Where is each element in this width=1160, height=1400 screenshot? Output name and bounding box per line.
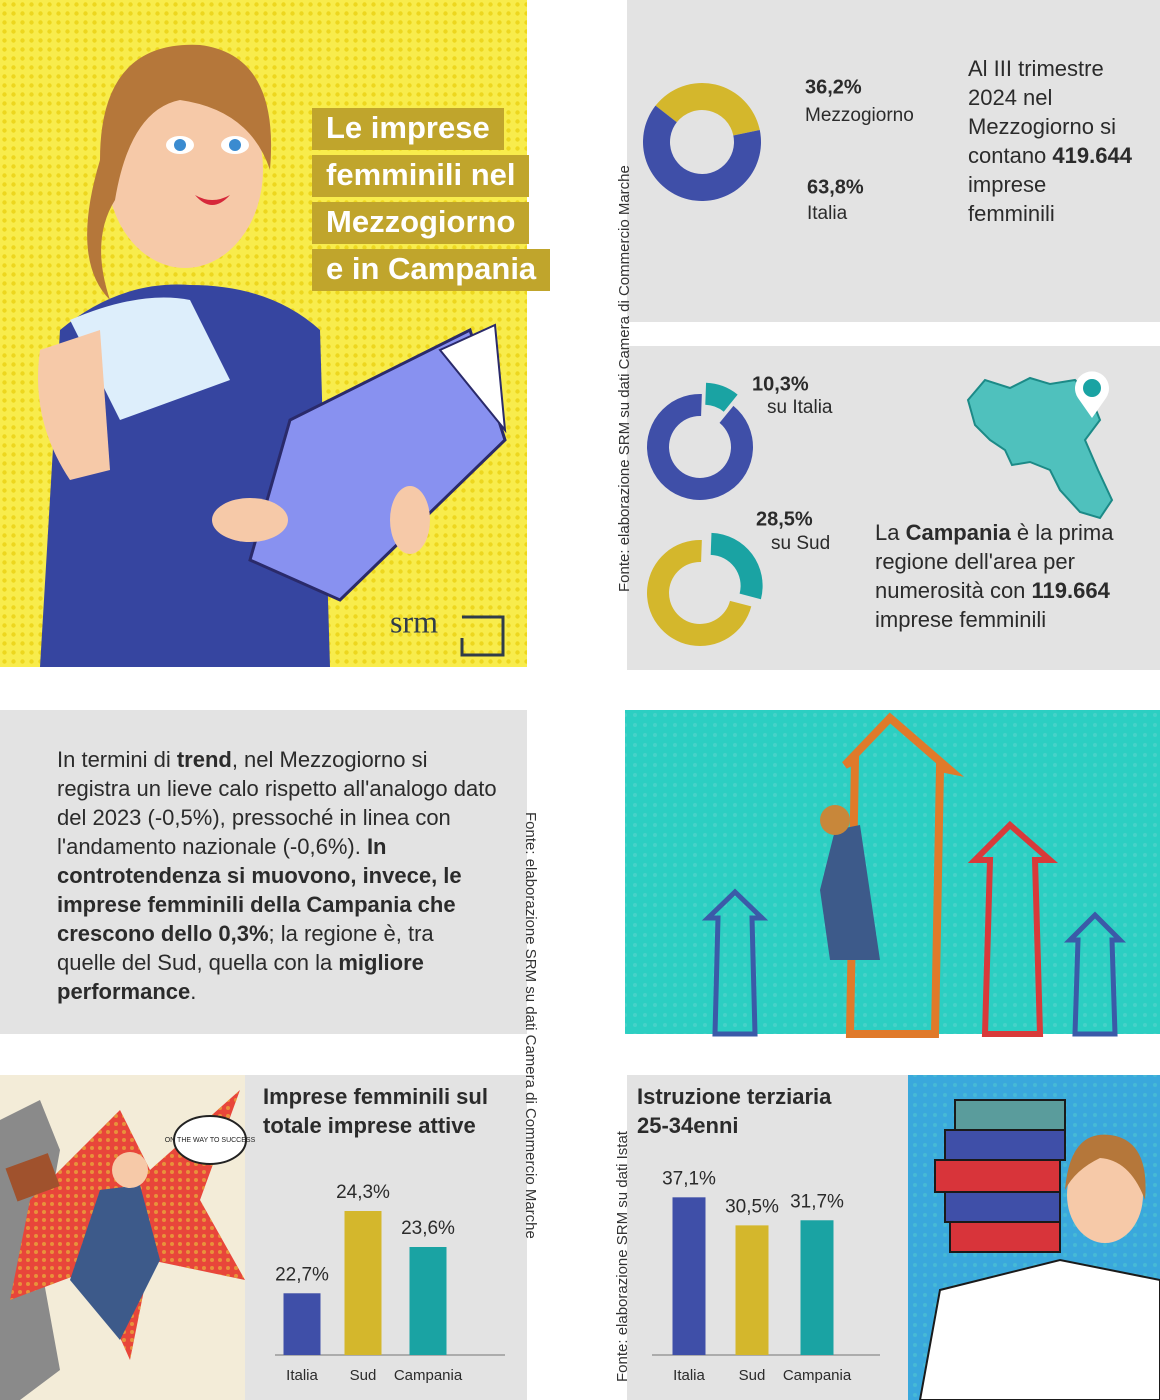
- ladder-illustration: [625, 710, 1160, 1038]
- trend-text: In termini di trend, nel Mezzogiorno si …: [57, 745, 497, 1006]
- text: è la prima regione dell'area per numeros…: [875, 520, 1114, 603]
- books-illustration: [908, 1075, 1160, 1400]
- hero-illustration: srm: [0, 0, 527, 667]
- speech-bubble: ON THE WAY TO SUCCESS: [165, 1137, 256, 1144]
- category-label: su Sud: [771, 533, 830, 554]
- bold-text: 119.664: [1031, 578, 1110, 603]
- logo: srm: [390, 603, 438, 639]
- bar: [283, 1293, 321, 1355]
- bold-text: 419.644: [1052, 143, 1132, 168]
- x-tick-label: Campania: [783, 1367, 852, 1384]
- bar: [672, 1197, 706, 1355]
- value-label: 10,3%: [752, 373, 809, 395]
- donut-slice: [705, 382, 738, 412]
- x-tick-label: Sud: [739, 1367, 766, 1384]
- text: , nel Mezzogiorno si registra un lieve c…: [57, 747, 497, 859]
- title-line: e in Campania: [312, 249, 551, 291]
- category-label: Mezzogiorno: [805, 105, 914, 126]
- bold-text: trend: [176, 747, 232, 772]
- source-note: Fonte: elaborazione SRM su dati Camera d…: [522, 812, 539, 1239]
- chart-title: Imprese femminili sul totale imprese att…: [263, 1084, 488, 1138]
- text: ; la regione è, tra quelle del Sud, quel…: [57, 921, 434, 975]
- text: imprese femminili: [875, 607, 1047, 632]
- campania-map: [966, 376, 1114, 520]
- value-label: 23,6%: [401, 1218, 455, 1239]
- x-tick-label: Italia: [286, 1367, 318, 1384]
- stat-text: Al III trimestre 2024 nel Mezzogiorno si…: [968, 54, 1133, 228]
- title-line: femminili nel: [312, 155, 530, 197]
- bold-text: Campania: [905, 520, 1011, 545]
- x-tick-label: Campania: [394, 1367, 463, 1384]
- bar: [344, 1211, 382, 1355]
- value-label: 30,5%: [725, 1196, 779, 1217]
- text: .: [190, 979, 197, 1004]
- x-tick-label: Sud: [350, 1367, 377, 1384]
- bar: [735, 1225, 769, 1355]
- bold-text: In controtendenza si muovono, invece, le…: [57, 834, 462, 946]
- value-label: 22,7%: [275, 1264, 329, 1285]
- stat-text: La Campania è la prima regione dell'area…: [875, 518, 1140, 634]
- bold-text: migliore performance: [57, 950, 424, 1004]
- text: La: [875, 520, 906, 545]
- title-line: Mezzogiorno: [312, 202, 530, 244]
- panel: [0, 710, 527, 1034]
- title-block: Le imprese femminili nel Mezzogiorno e in C…: [312, 108, 551, 296]
- value-label: 28,5%: [756, 508, 813, 530]
- donut-slice: [646, 394, 754, 500]
- map-pin: [1074, 371, 1109, 418]
- value-label: 24,3%: [336, 1182, 390, 1203]
- panel: [627, 0, 1160, 322]
- source-note: Fonte: elaborazione SRM su dati Camera d…: [616, 165, 633, 592]
- donut-slice: [647, 540, 752, 646]
- donut-slice: [655, 82, 760, 136]
- x-tick-label: Italia: [673, 1367, 705, 1384]
- value-label: 63,8%: [807, 176, 864, 198]
- value-label: 37,1%: [662, 1168, 716, 1189]
- text: Al III trimestre 2024 nel Mezzogiorno si…: [968, 56, 1116, 168]
- title-line: Le imprese: [312, 108, 504, 150]
- value-label: 36,2%: [805, 76, 862, 98]
- category-label: Italia: [807, 203, 848, 224]
- text: imprese femminili: [968, 172, 1055, 226]
- source-note: Fonte: elaborazione SRM su dati Istat: [614, 1130, 631, 1382]
- donut-slice: [710, 532, 763, 600]
- comic-illustration: ON THE WAY TO SUCCESS: [0, 1075, 256, 1400]
- donut-slice: [642, 105, 762, 201]
- bar: [409, 1247, 447, 1355]
- chart-title: Istruzione terziaria 25-34enni: [637, 1084, 832, 1138]
- bar: [800, 1220, 834, 1355]
- category-label: su Italia: [767, 397, 833, 418]
- value-label: 31,7%: [790, 1191, 844, 1212]
- text: In termini di: [57, 747, 177, 772]
